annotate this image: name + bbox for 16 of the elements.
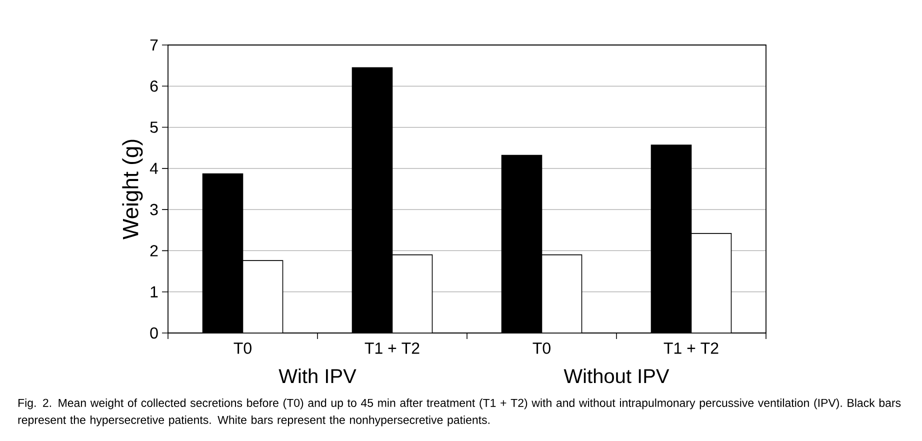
caption: Fig. 2. Mean weight of collected secretions before (T0) and up to 45 min after treatment (T1 + T2) with and without intrapulmonary percussive ventilation (IPV). Black bars represent the hypersecretive patients. White bars represent the nonhypersecretive patients. [18,398,901,426]
y-tick-label: 2 [150,245,158,256]
y-axis-title: Weight (g) [122,140,143,240]
y-tick-label: 1 [150,286,158,298]
y-tick-label: 4 [150,162,158,174]
text: With IPV [278,368,356,384]
x-tick-label: T0 [234,342,252,354]
x-tick-label: T1 + T2 [664,342,718,354]
x-tick-label: T1 + T2 [364,342,420,354]
x-tick-label: T0 [532,342,550,354]
text: Without IPV [564,368,670,384]
y-tick-label: 7 [150,39,158,50]
y-tick-label: 0 [150,327,158,339]
y-tick-label: 3 [150,204,158,216]
y-tick-label: 5 [150,122,158,133]
y-tick-label: 6 [150,80,158,92]
